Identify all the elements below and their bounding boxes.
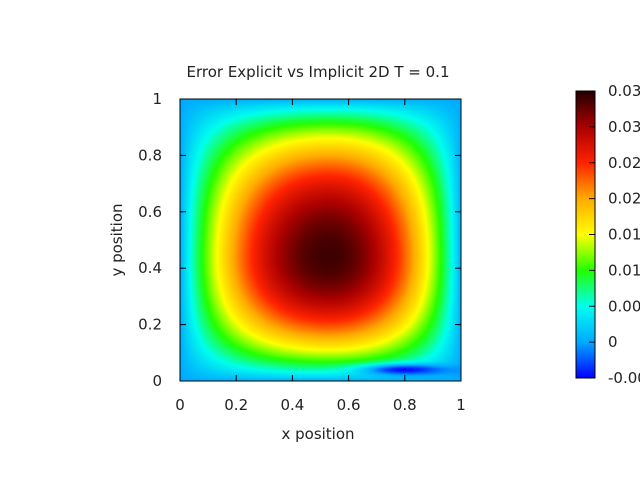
x-tick-label: 0.8: [393, 396, 417, 414]
y-tick-label: 0.6: [138, 203, 162, 221]
x-axis-ticks: 0 0.2 0.4 0.6 0.8 1: [175, 99, 466, 414]
x-tick-label: 1: [456, 396, 466, 414]
y-tick-label: 0.2: [138, 316, 162, 334]
colorbar-ticks: -0.00 0 0.00 0.01 0.01 0.02 0.02 0.03 0.03: [589, 82, 640, 387]
x-tick-label: 0: [175, 396, 185, 414]
y-axis-ticks: 0 0.2 0.4 0.6 0.8 1: [138, 90, 461, 390]
y-tick-label: 0: [152, 372, 162, 390]
y-tick-label: 0.8: [138, 146, 162, 164]
colorbar-tick-label: 0.03: [608, 118, 640, 136]
chart-title: Error Explicit vs Implicit 2D T = 0.1: [186, 63, 449, 81]
heatmap-field: [180, 99, 461, 381]
colorbar-tick-label: 0: [608, 333, 618, 351]
y-tick-label: 1: [152, 90, 162, 108]
x-tick-label: 0.4: [280, 396, 304, 414]
plot-frame: [179, 98, 462, 382]
colorbar-tick-label: 0.03: [608, 82, 640, 100]
y-tick-label: 0.4: [138, 259, 162, 277]
y-axis-label: y position: [108, 203, 126, 276]
colorbar-tick-label: 0.02: [608, 154, 640, 172]
x-tick-label: 0.6: [337, 396, 361, 414]
x-axis-label: x position: [281, 425, 354, 443]
colorbar-tick-label: 0.01: [608, 226, 640, 244]
x-tick-label: 0.2: [224, 396, 248, 414]
colorbar-tick-label: 0.01: [608, 261, 640, 279]
colorbar-tick-label: 0.02: [608, 190, 640, 208]
colorbar-tick-label: -0.00: [608, 369, 640, 387]
colorbar-tick-label: 0.00: [608, 297, 640, 315]
